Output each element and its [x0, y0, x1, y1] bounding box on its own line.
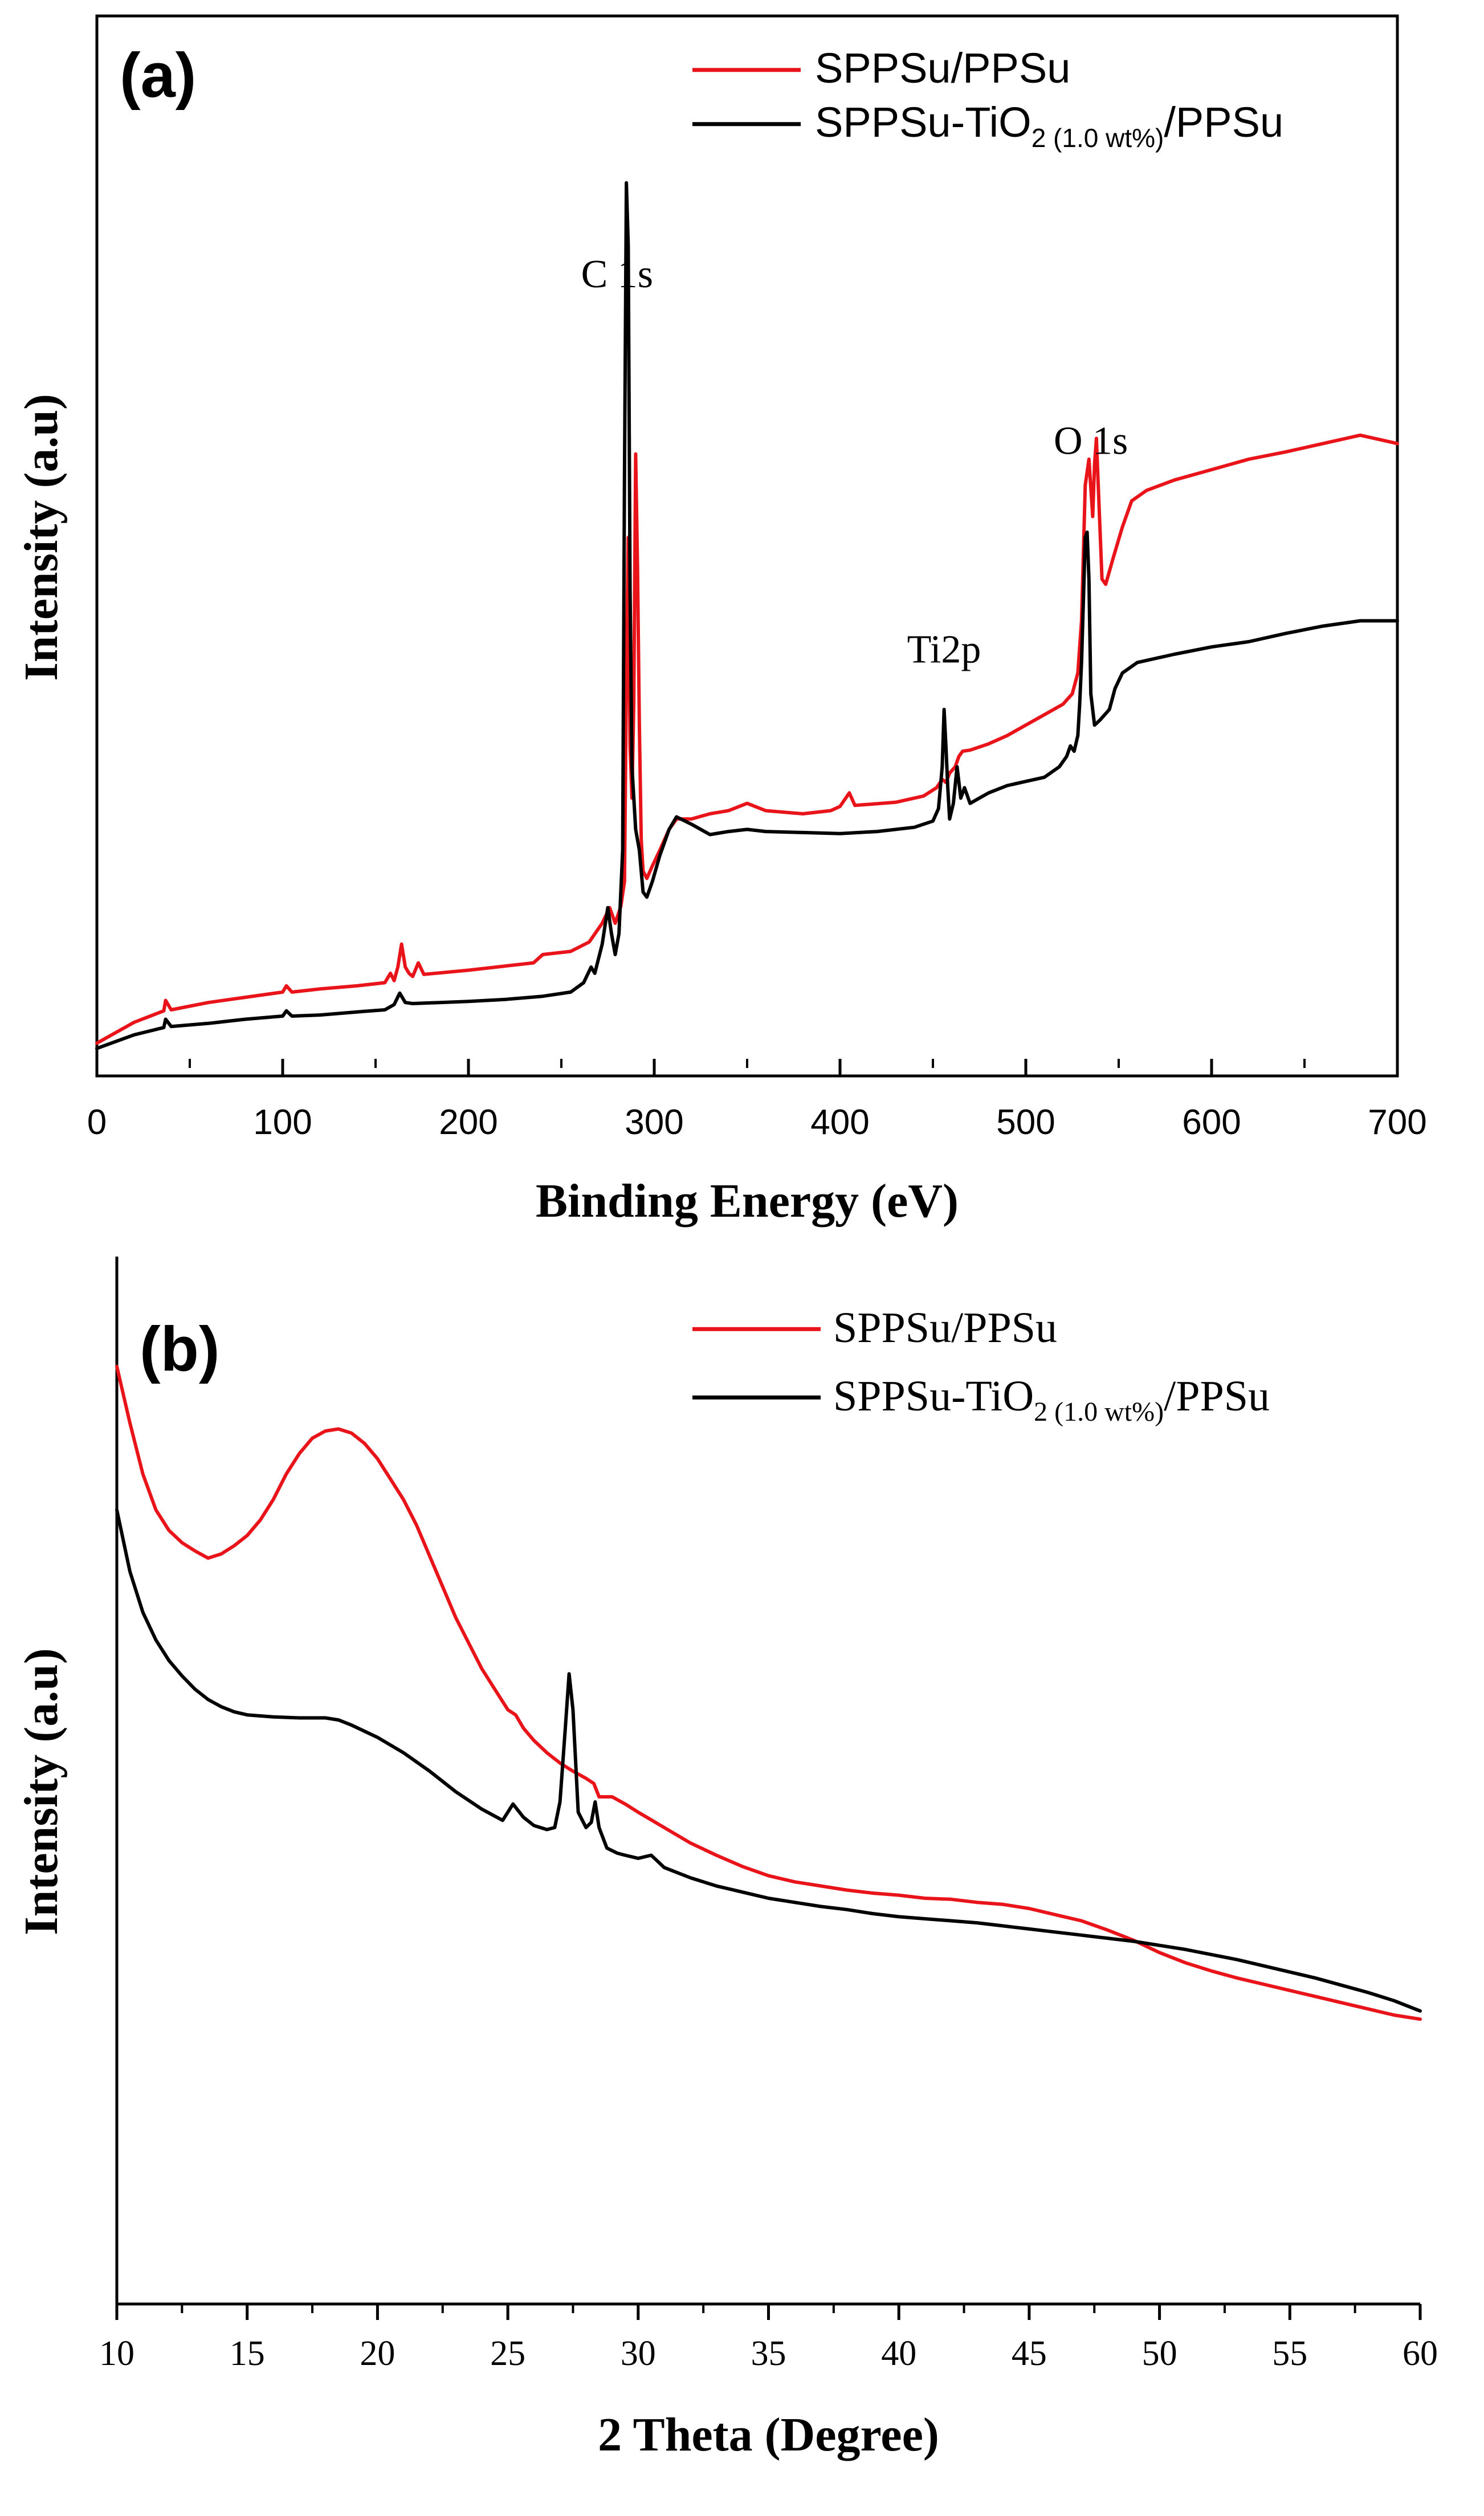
legend: SPPSu/PPSu SPPSu-TiO2 (1.0 wt%)/PPSu	[692, 1304, 1270, 1427]
x-axis-label: Binding Energy (eV)	[536, 1175, 959, 1228]
x-tick-label: 300	[625, 1103, 683, 1142]
x-tick-label: 20	[360, 2334, 395, 2373]
x-tick-label: 400	[810, 1103, 869, 1142]
series-line-black	[115, 1508, 1422, 2013]
x-tick-label: 35	[751, 2334, 786, 2373]
series-line-red	[115, 1364, 1422, 2021]
legend: SPPSu/PPSu SPPSu-TiO2 (1.0 wt%)/PPSu	[692, 44, 1283, 153]
x-tick-label: 45	[1012, 2334, 1047, 2373]
legend-entry: SPPSu-TiO2 (1.0 wt%)/PPSu	[833, 1372, 1270, 1427]
panel-label: (a)	[120, 40, 196, 111]
x-tick-label: 30	[621, 2334, 656, 2373]
legend-entry-subscript: 2 (1.0 wt%)	[1034, 1397, 1164, 1427]
y-axis-label: Intensity (a.u)	[15, 1648, 68, 1935]
x-axis-label: 2 Theta (Degree)	[598, 2408, 939, 2461]
legend-entry-subscript: 2 (1.0 wt%)	[1032, 123, 1164, 153]
x-tick-label: 15	[230, 2334, 265, 2373]
x-tick-label: 60	[1403, 2334, 1438, 2373]
legend-entry-name: SPPSu/PPSu	[833, 1304, 1057, 1352]
legend-entry-tail: /PPSu	[1164, 1372, 1270, 1420]
legend-entry-name: SPPSu/PPSu	[815, 44, 1070, 92]
x-tick-label: 200	[439, 1103, 498, 1142]
peak-annotation: Ti2p	[907, 628, 981, 672]
legend-entry: SPPSu/PPSu	[815, 44, 1070, 92]
legend-entry-name: SPPSu-TiO	[815, 99, 1032, 146]
x-tick-label: 500	[996, 1103, 1055, 1142]
y-axis-label: Intensity (a.u)	[15, 394, 68, 681]
legend-entry-tail: /PPSu	[1164, 99, 1283, 146]
chart-panel-a: 0 100 200 300 400 500 600 700 Binding Energy (eV…	[15, 14, 1427, 1228]
x-tick-label: 700	[1368, 1103, 1426, 1142]
x-tick-label: 600	[1182, 1103, 1241, 1142]
series-line-black	[95, 181, 1399, 1050]
x-tick-label: 50	[1142, 2334, 1177, 2373]
x-tick-label: 10	[99, 2334, 134, 2373]
x-tick-label: 0	[87, 1103, 107, 1142]
peak-annotation: C 1s	[581, 252, 653, 296]
chart-panel-b: 10 15 20 25 30 35 40 45 50 55 60 2 Theta (Degree) In…	[15, 1257, 1438, 2461]
peak-annotation: O 1s	[1054, 419, 1128, 463]
plot-frame	[95, 14, 1399, 1078]
legend-entry: SPPSu/PPSu	[833, 1304, 1057, 1352]
x-tick-label: 100	[253, 1103, 312, 1142]
x-tick-label: 25	[490, 2334, 525, 2373]
legend-entry: SPPSu-TiO2 (1.0 wt%)/PPSu	[815, 99, 1283, 153]
x-tick-label: 55	[1272, 2334, 1307, 2373]
x-tick-label: 40	[881, 2334, 916, 2373]
legend-entry-name: SPPSu-TiO	[833, 1372, 1034, 1420]
panel-label: (b)	[140, 1314, 219, 1384]
